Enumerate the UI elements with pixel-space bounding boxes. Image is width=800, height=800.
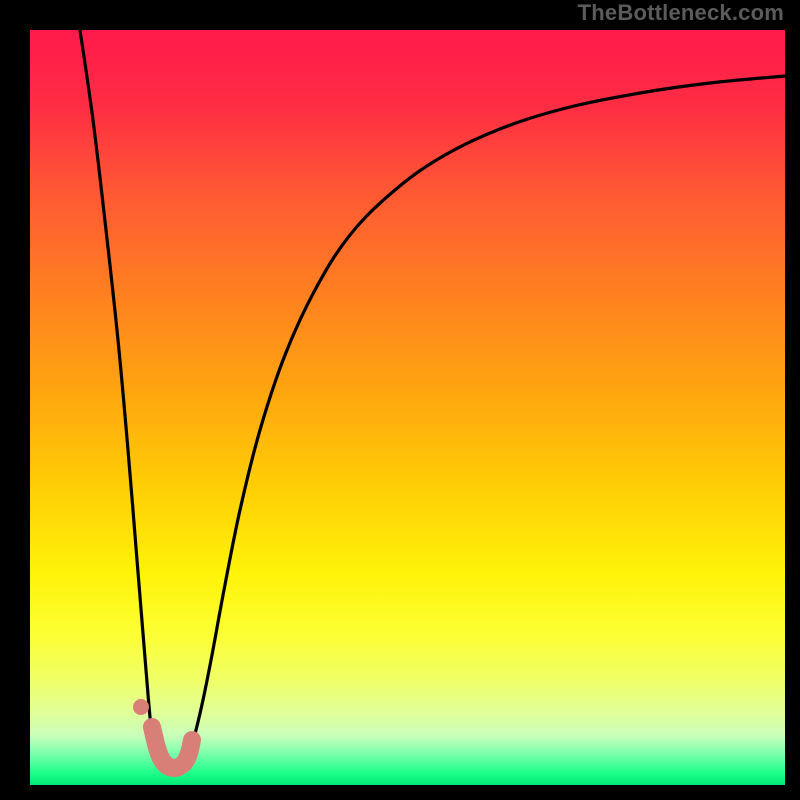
- optimum-marker-dot: [133, 699, 149, 715]
- watermark-text: TheBottleneck.com: [578, 0, 784, 26]
- gradient-background: [30, 30, 785, 785]
- bottleneck-chart: [0, 0, 800, 800]
- chart-container: TheBottleneck.com: [0, 0, 800, 800]
